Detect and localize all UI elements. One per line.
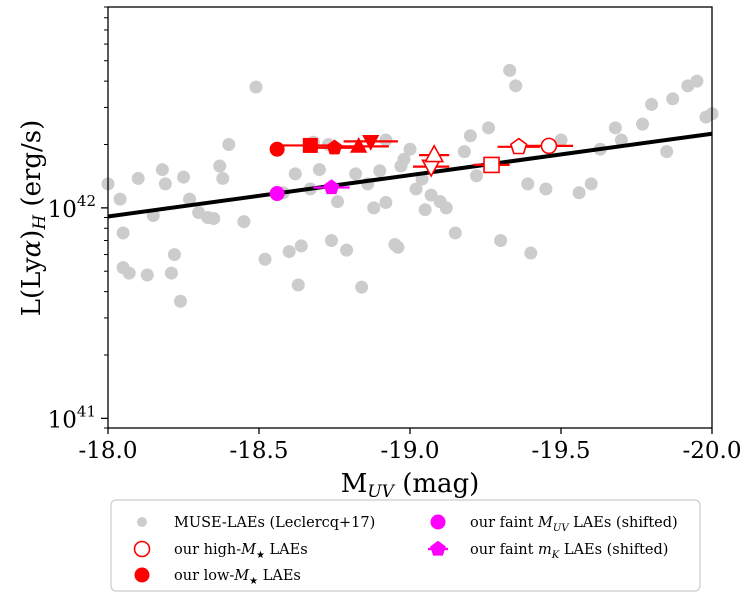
muse-lae-point <box>158 177 172 191</box>
y-axis-ticks: 1041 1042 <box>48 6 108 433</box>
muse-lae-point <box>155 163 169 177</box>
y-axis-label: L(Lyα)H (erg/s) <box>17 120 50 317</box>
legend-marker-2 <box>134 567 150 583</box>
x-tick-label: -19.5 <box>532 438 591 464</box>
our-lae-points <box>269 134 574 202</box>
lae-point-1 <box>424 144 445 163</box>
lae-point-2 <box>269 141 285 157</box>
muse-lae-point <box>373 164 387 178</box>
muse-lae-point <box>249 80 263 94</box>
muse-lae-point <box>409 182 423 196</box>
muse-lae-point <box>164 266 178 280</box>
muse-lae-point <box>291 278 305 292</box>
lae-point-1 <box>540 137 558 155</box>
legend-marker-1 <box>133 540 151 558</box>
legend-label-muse: MUSE-LAEs (Leclercq+17) <box>174 515 375 531</box>
muse-lae-point <box>222 138 236 152</box>
lae-point-2 <box>362 134 380 151</box>
x-axis-ticks: -18.0 -18.5 -19.0 -19.5 -20.0 <box>79 428 742 464</box>
x-tick-label: -19.0 <box>381 438 440 464</box>
x-tick-label: -20.0 <box>683 438 742 464</box>
lae-point-2 <box>350 136 368 153</box>
muse-lae-point <box>324 233 338 247</box>
muse-lae-point <box>463 129 477 143</box>
fit-line <box>107 131 713 219</box>
muse-lae-point <box>524 246 538 260</box>
muse-lae-point <box>418 203 432 217</box>
lae-point-1 <box>509 137 528 155</box>
muse-lae-point <box>645 97 659 111</box>
lae-point-1 <box>483 156 500 174</box>
muse-lae-point <box>355 280 369 294</box>
muse-lae-point <box>140 268 154 282</box>
muse-lae-point <box>457 145 471 159</box>
muse-lae-point <box>608 121 622 135</box>
muse-lae-point <box>216 171 230 185</box>
muse-lae-point <box>349 167 363 181</box>
muse-lae-point <box>666 92 680 106</box>
muse-lae-point <box>539 182 553 196</box>
muse-lae-point <box>116 226 130 240</box>
legend-marker-muse <box>137 517 147 527</box>
x-tick-label: -18.0 <box>79 438 138 464</box>
muse-lae-point <box>482 121 496 135</box>
lae-point-3 <box>269 186 285 202</box>
muse-lae-point <box>439 201 453 215</box>
x-tick-label: -18.5 <box>230 438 289 464</box>
muse-lae-point <box>237 215 251 229</box>
y-tick-label: 1041 <box>48 402 96 433</box>
muse-lae-point <box>397 152 411 166</box>
legend: MUSE-LAEs (Leclercq+17) our high-M★ LAEs… <box>110 499 701 592</box>
lae-point-4 <box>323 179 340 195</box>
legend-marker-4 <box>430 540 446 556</box>
muse-lae-point <box>509 79 523 93</box>
muse-lae-point <box>367 201 381 215</box>
muse-lae-point <box>340 243 354 257</box>
legend-marker-3 <box>430 514 446 530</box>
muse-lae-point <box>288 167 302 181</box>
muse-lae-point <box>660 145 674 159</box>
muse-lae-point <box>690 74 704 88</box>
legend-label-high-mstar: our high-M★ LAEs <box>174 542 308 561</box>
legend-label-low-mstar: our low-M★ LAEs <box>174 568 301 587</box>
muse-lae-point <box>379 133 393 147</box>
muse-lae-point <box>207 212 221 226</box>
muse-lae-point <box>469 169 483 183</box>
muse-lae-point <box>554 133 568 147</box>
muse-lae-point <box>614 133 628 147</box>
muse-lae-point <box>391 240 405 254</box>
legend-label-faint-muv: our faint MUV LAEs (shifted) <box>470 515 678 534</box>
legend-box <box>110 499 701 592</box>
muse-lae-point <box>183 192 197 206</box>
muse-lae-point <box>282 245 296 259</box>
y-tick-label: 1042 <box>48 192 96 223</box>
muse-lae-point <box>403 142 417 156</box>
muse-lae-point <box>113 192 127 206</box>
muse-lae-point <box>331 195 345 209</box>
muse-lae-point <box>177 170 190 184</box>
muse-lae-point <box>213 159 227 173</box>
muse-lae-point <box>312 163 326 177</box>
muse-lae-point <box>379 196 393 210</box>
muse-lae-point <box>258 252 272 266</box>
x-axis-label: MUV (mag) <box>341 469 480 502</box>
muse-lae-point <box>503 63 517 77</box>
muse-lae-point <box>167 248 181 262</box>
muse-lae-point <box>131 171 145 185</box>
muse-lae-point <box>584 177 598 191</box>
muse-lae-point <box>494 233 508 247</box>
legend-markers <box>133 514 448 583</box>
muse-lae-point <box>448 226 462 240</box>
muse-lae-point <box>521 177 535 191</box>
muse-lae-point <box>122 266 136 280</box>
muse-lae-point <box>294 239 308 253</box>
lae-point-2 <box>302 137 318 153</box>
muse-lae-point <box>173 294 187 308</box>
muse-lae-point <box>572 186 586 200</box>
muse-lae-point <box>636 117 650 131</box>
muse-lae-point <box>424 188 438 202</box>
legend-label-faint-mk: our faint mK LAEs (shifted) <box>470 542 668 561</box>
